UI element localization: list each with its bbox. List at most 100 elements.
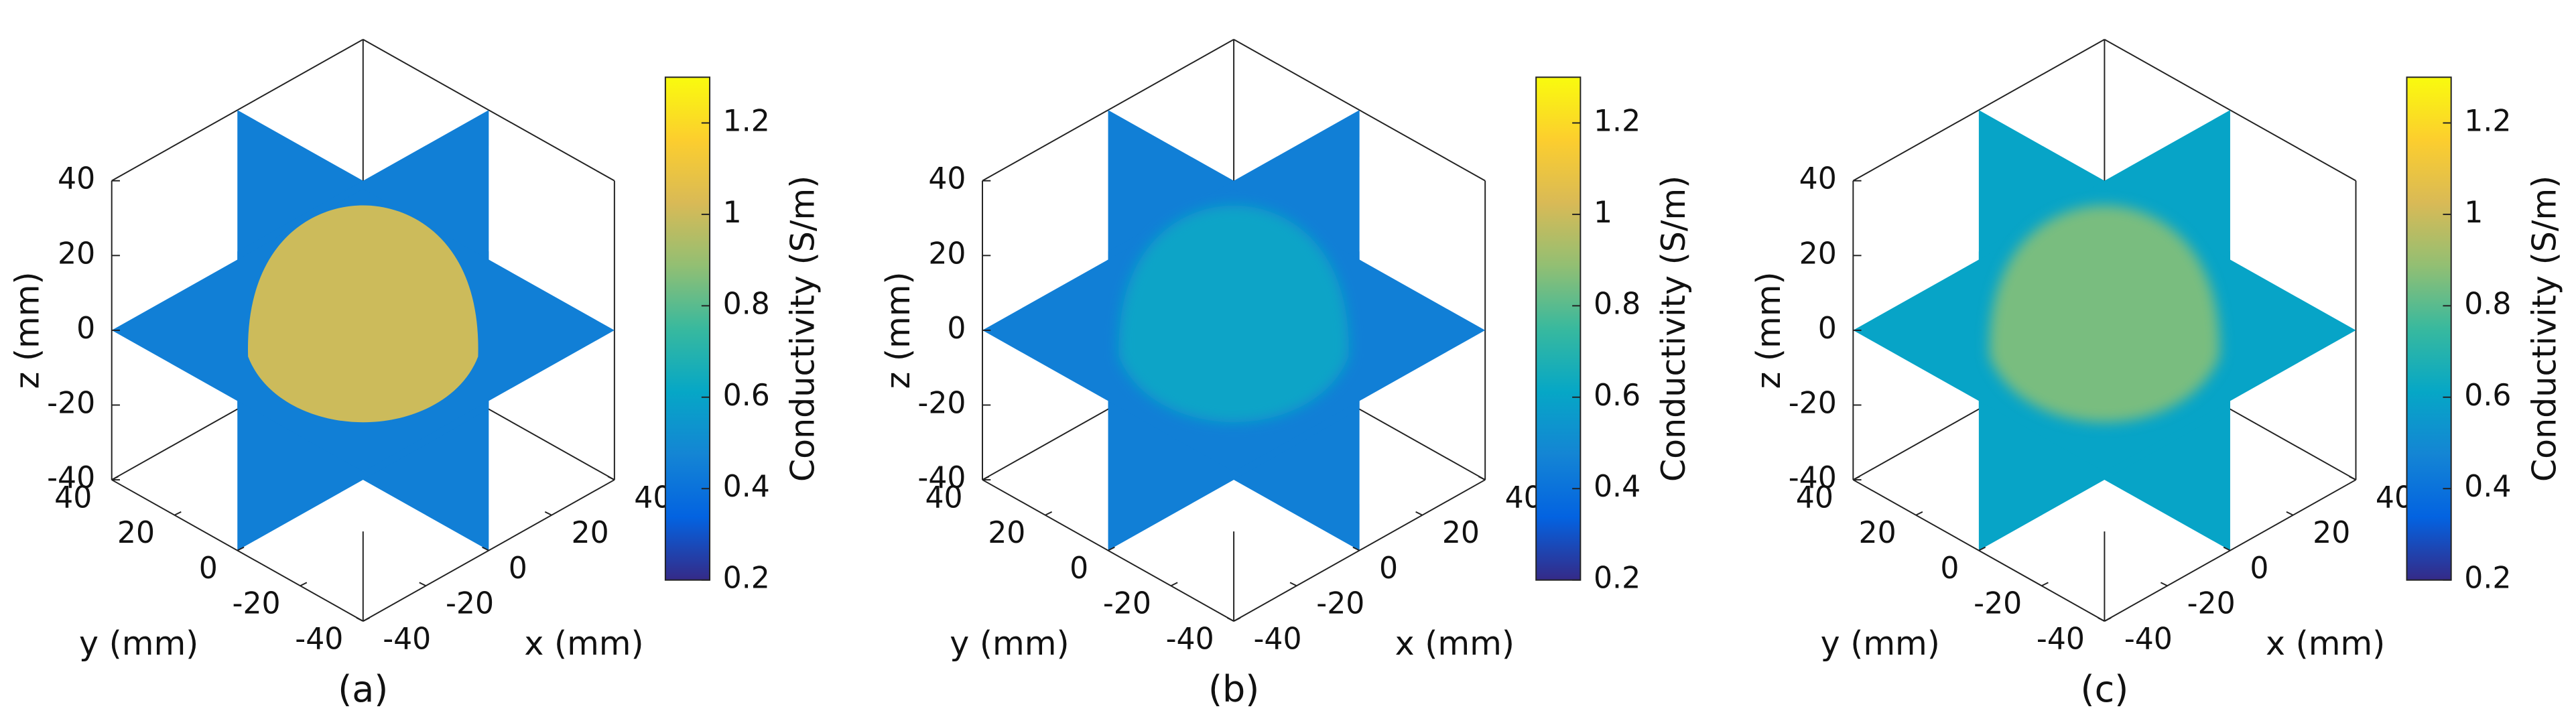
colorbar-tick-label: 0.2: [723, 562, 770, 596]
y-tick: [2104, 617, 2112, 622]
colorbar-label: Conductivity (S/m): [783, 176, 822, 482]
y-tick: [174, 511, 182, 516]
colorbar-tick-label: 1: [723, 196, 742, 230]
colorbar-tick-label: 0.8: [1594, 287, 1640, 321]
x-axis-label: x (mm): [1395, 624, 1515, 663]
y-tick: [1978, 546, 1986, 551]
y-tick: [300, 582, 308, 587]
y-tick: [982, 476, 990, 480]
y-tick-label: -20: [1103, 587, 1151, 621]
x-tick: [482, 546, 489, 551]
y-tick: [1108, 546, 1115, 551]
colorbar-tick-label: 0.2: [2464, 562, 2511, 596]
panel-label: (a): [338, 668, 388, 710]
colorbar-tick-label: 0.6: [1594, 379, 1640, 413]
x-tick: [544, 511, 552, 516]
colorbar-tick-label: 0.2: [1594, 562, 1640, 596]
colorbar-label: Conductivity (S/m): [2524, 176, 2563, 482]
z-tick-label: 0: [947, 312, 966, 346]
y-tick: [1852, 476, 1860, 480]
x-tick: [2098, 617, 2105, 622]
z-tick-label: 40: [928, 162, 966, 196]
inclusion: [1989, 205, 2220, 423]
y-axis-label: y (mm): [79, 624, 198, 663]
y-tick-label: 40: [54, 480, 92, 515]
colorbar: [664, 76, 711, 581]
colorbar-tick-label: 0.6: [2464, 379, 2511, 413]
colorbar-tick-label: 1.2: [723, 104, 770, 138]
x-tick: [2349, 476, 2356, 480]
z-tick-label: 0: [1818, 312, 1837, 346]
x-tick: [1226, 617, 1234, 622]
y-tick-label: -20: [233, 587, 281, 621]
z-tick-label: 40: [1799, 162, 1837, 196]
z-axis-label: z (mm): [8, 271, 47, 389]
x-tick-label: -40: [383, 622, 431, 656]
y-tick: [1915, 511, 1923, 516]
z-tick-label: -20: [47, 386, 95, 420]
x-tick: [1289, 582, 1297, 587]
z-tick-label: -40: [1789, 461, 1837, 495]
y-tick-label: 0: [199, 551, 218, 586]
z-axis-label: z (mm): [1749, 271, 1788, 389]
x-tick-label: -40: [2124, 622, 2173, 656]
x-tick: [2160, 582, 2168, 587]
y-tick-label: 20: [1859, 516, 1896, 550]
colorbar-label: Conductivity (S/m): [1654, 176, 1693, 482]
colorbar-tick-label: 1.2: [1594, 104, 1640, 138]
colorbar-tick-label: 0.4: [2464, 470, 2511, 504]
y-axis-label: y (mm): [950, 624, 1069, 663]
y-tick-label: 20: [117, 516, 155, 550]
y-tick-label: -20: [1974, 587, 2022, 621]
x-tick-label: 0: [1379, 551, 1398, 586]
z-axis-label: z (mm): [879, 271, 917, 389]
z-tick-label: 40: [58, 162, 95, 196]
y-tick-label: -40: [295, 622, 343, 656]
x-tick-label: -20: [1316, 587, 1364, 621]
y-tick-label: 0: [1940, 551, 1959, 586]
y-tick: [1233, 617, 1241, 622]
z-tick-label: -40: [47, 461, 95, 495]
y-tick-label: 20: [988, 516, 1025, 550]
x-tick-label: 0: [2250, 551, 2268, 586]
x-tick: [1478, 476, 1486, 480]
z-tick-label: 20: [1799, 237, 1837, 271]
colorbar: [1535, 76, 1582, 581]
z-tick-label: -20: [1789, 386, 1837, 420]
z-tick-label: 20: [58, 237, 95, 271]
x-tick-label: -20: [2187, 587, 2236, 621]
y-tick-label: 40: [1796, 480, 1833, 515]
y-tick-label: -40: [2037, 622, 2085, 656]
y-tick: [237, 546, 245, 551]
colorbar-tick-label: 1: [2464, 196, 2483, 230]
colorbar-tick-label: 0.4: [723, 470, 770, 504]
inclusion: [248, 205, 478, 423]
x-tick: [1352, 546, 1360, 551]
y-tick-label: -40: [1166, 622, 1214, 656]
x-tick-label: 20: [572, 516, 609, 550]
y-tick-label: 40: [925, 480, 962, 515]
x-tick: [607, 476, 615, 480]
colorbar-tick-label: 0.8: [723, 287, 770, 321]
y-tick-label: 0: [1070, 551, 1088, 586]
z-tick-label: -40: [917, 461, 966, 495]
colorbar-tick-label: 0.4: [1594, 470, 1640, 504]
x-axis-label: x (mm): [524, 624, 643, 663]
x-tick: [419, 582, 426, 587]
inclusion: [1118, 205, 1349, 423]
x-tick-label: 20: [1442, 516, 1480, 550]
y-axis-label: y (mm): [1821, 624, 1940, 663]
x-tick-label: 20: [2313, 516, 2350, 550]
y-tick: [363, 617, 371, 622]
x-tick: [356, 617, 364, 622]
colorbar-tick-label: 0.8: [2464, 287, 2511, 321]
x-tick-label: -20: [446, 587, 494, 621]
y-tick: [111, 476, 119, 480]
x-tick: [2286, 511, 2294, 516]
x-tick-label: -40: [1254, 622, 1302, 656]
x-tick-label: 0: [509, 551, 527, 586]
colorbar-tick-label: 0.6: [723, 379, 770, 413]
